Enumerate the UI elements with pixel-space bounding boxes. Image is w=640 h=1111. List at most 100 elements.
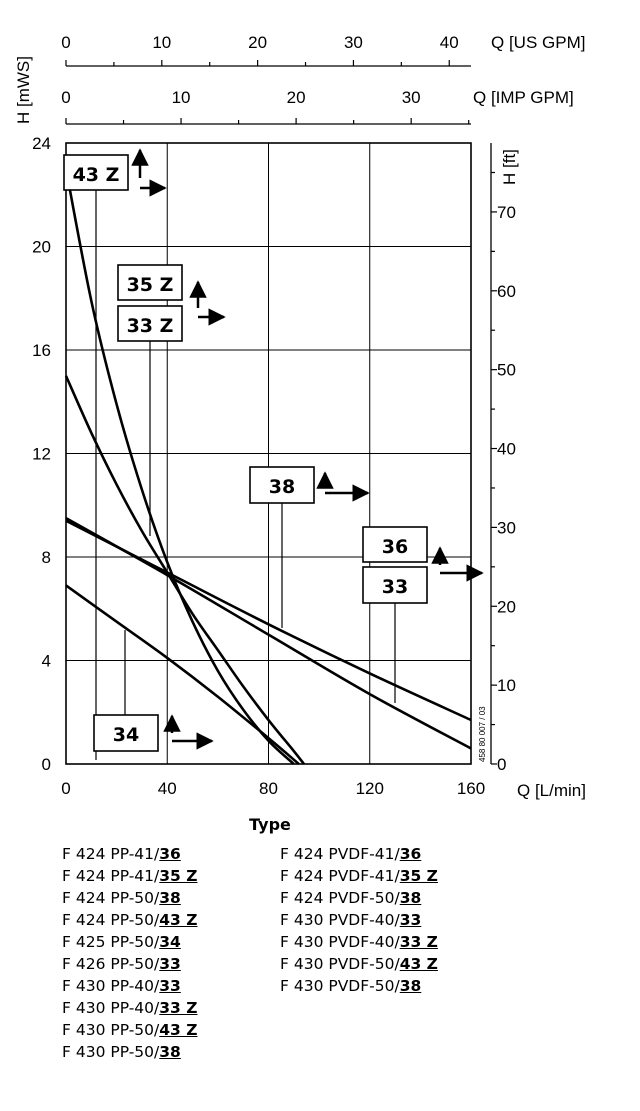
- arrow-pair-33z-icon: [189, 280, 226, 326]
- axis-title-q-lmin: Q [L/min]: [517, 781, 586, 800]
- legend-item-code: 43 Z: [159, 1021, 198, 1039]
- legend-item-type: F 426 PP-50/: [62, 955, 160, 973]
- legend-item-type: F 430 PVDF-40/: [280, 911, 400, 929]
- arrow-pair-43z-icon: [131, 148, 167, 197]
- legend-item-type: F 424 PVDF-50/: [280, 889, 400, 907]
- curve-34: [65, 584, 300, 765]
- legend-item: F 430 PVDF-50/38: [280, 975, 438, 997]
- tick-label-impgpm: 30: [402, 88, 421, 107]
- annotation-43z-label: 43 Z: [73, 164, 120, 186]
- legend-item-type: F 430 PVDF-50/: [280, 955, 400, 973]
- legend-item-code: 33: [159, 955, 181, 973]
- tick-label-ft: 30: [497, 518, 516, 537]
- tick-label-x: 120: [356, 779, 384, 798]
- legend-item: F 430 PP-50/43 Z: [62, 1019, 197, 1041]
- legend-item-code: 38: [399, 889, 422, 907]
- legend-item-code: 36: [399, 845, 422, 863]
- tick-label-y: 4: [42, 652, 51, 671]
- annotation-35z: 35 Z: [117, 264, 183, 301]
- legend-item-code: 33: [159, 977, 181, 995]
- legend-item-type: F 430 PP-40/: [62, 977, 160, 995]
- legend-column-pp: F 424 PP-41/36 F 424 PP-41/35 Z F 424 PP-5…: [62, 843, 197, 1063]
- legend-item-type: F 430 PP-50/: [62, 1043, 160, 1061]
- legend-item-code: 36: [159, 845, 181, 863]
- axis-title-q-impgpm: Q [IMP GPM]: [473, 88, 574, 107]
- tick-label-x: 80: [259, 779, 278, 798]
- tick-label-usgpm: 10: [152, 33, 171, 52]
- drawing-number: 458 80 007 / 03: [478, 706, 487, 762]
- arrow-pair-34-icon: [163, 714, 214, 750]
- tick-label-x: 0: [61, 779, 70, 798]
- tick-label-impgpm: 0: [61, 88, 70, 107]
- legend-item-code: 38: [159, 1043, 181, 1061]
- annotation-36: 36: [362, 526, 428, 563]
- legend-item-type: F 425 PP-50/: [62, 933, 160, 951]
- legend-item-type: F 424 PVDF-41/: [280, 867, 400, 885]
- legend-item-code: 34: [159, 933, 181, 951]
- grid: [66, 143, 471, 764]
- legend-item-type: F 424 PP-50/: [62, 911, 160, 929]
- curve-36: [65, 519, 472, 722]
- legend-item: F 430 PP-40/33 Z: [62, 997, 197, 1019]
- legend-item-code: 43 Z: [159, 911, 198, 929]
- legend-title: Type: [249, 815, 291, 834]
- arrow-pair-36-icon: [431, 546, 484, 582]
- plot-frame: [65, 142, 472, 765]
- tick-labels: 0 40 80 120 160 0 4 8 12 16 20 24 0 10 20 30 40 50 60 70 0 10…: [32, 33, 516, 798]
- legend-item: F 430 PVDF-40/33: [280, 909, 438, 931]
- legend-item-code: 35 Z: [159, 867, 198, 885]
- legend-item-code: 35 Z: [399, 867, 438, 885]
- tick-label-ft: 70: [497, 203, 516, 222]
- legend-item-type: F 430 PP-40/: [62, 999, 160, 1017]
- tick-label-impgpm: 10: [172, 88, 191, 107]
- legend-item: F 430 PP-40/33: [62, 975, 197, 997]
- tick-label-y: 24: [32, 134, 51, 153]
- annotation-33z: 33 Z: [117, 305, 183, 342]
- legend-item-type: F 424 PP-41/: [62, 845, 160, 863]
- axis-title-h-mws: H [mWS]: [14, 56, 33, 124]
- tick-label-usgpm: 0: [61, 33, 70, 52]
- legend-item-type: F 430 PP-50/: [62, 1021, 160, 1039]
- direction-arrows: [131, 148, 484, 750]
- legend-item: F 426 PP-50/33: [62, 953, 197, 975]
- tick-label-x: 160: [457, 779, 485, 798]
- legend-item: F 424 PP-41/36: [62, 843, 197, 865]
- annotation-leaders: [95, 190, 396, 760]
- tick-label-x: 40: [158, 779, 177, 798]
- tick-label-ft: 0: [497, 755, 506, 774]
- pump-curves: [64, 168, 472, 765]
- tick-label-ft: 60: [497, 282, 516, 301]
- tick-label-y: 20: [32, 238, 51, 257]
- tick-label-ft: 20: [497, 597, 516, 616]
- tick-label-y: 8: [42, 548, 51, 567]
- annotation-33z-label: 33 Z: [127, 315, 174, 337]
- legend-item-code: 38: [399, 977, 422, 995]
- legend-item-type: F 430 PVDF-50/: [280, 977, 400, 995]
- legend-item-type: F 424 PP-50/: [62, 889, 160, 907]
- legend-item-code: 33 Z: [399, 933, 438, 951]
- tick-label-usgpm: 40: [440, 33, 459, 52]
- tick-label-y: 16: [32, 341, 51, 360]
- legend-item-type: F 424 PVDF-41/: [280, 845, 400, 863]
- curve-35z: [64, 375, 305, 765]
- tick-label-impgpm: 20: [287, 88, 306, 107]
- annotation-33-label: 33: [382, 576, 408, 598]
- legend-item: F 425 PP-50/34: [62, 931, 197, 953]
- tick-label-ft: 10: [497, 676, 516, 695]
- annotation-34: 34: [93, 714, 159, 752]
- legend-item: F 424 PP-50/38: [62, 887, 197, 909]
- annotation-36-label: 36: [382, 536, 408, 558]
- legend-item: F 424 PVDF-41/35 Z: [280, 865, 438, 887]
- annotation-35z-label: 35 Z: [127, 274, 174, 296]
- tick-label-ft: 50: [497, 361, 516, 380]
- tick-label-y: 0: [42, 755, 51, 774]
- legend-item-code: 38: [159, 889, 181, 907]
- tick-label-usgpm: 20: [248, 33, 267, 52]
- arrow-pair-38-icon: [316, 471, 370, 502]
- legend-item-code: 33: [399, 911, 422, 929]
- legend-item-code: 33 Z: [159, 999, 198, 1017]
- legend-item-code: 43 Z: [399, 955, 438, 973]
- axis-title-h-ft: H [ft]: [500, 149, 519, 185]
- annotation-38-label: 38: [269, 476, 295, 498]
